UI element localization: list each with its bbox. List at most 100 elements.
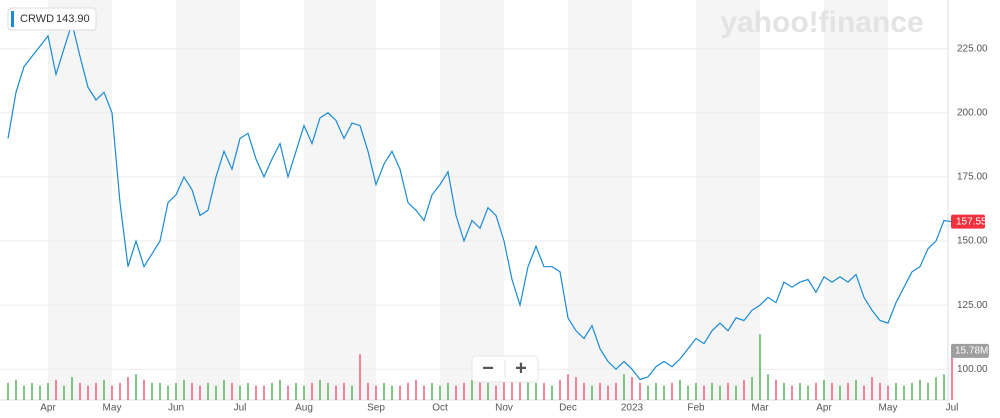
volume-bar (351, 385, 353, 400)
volume-bar (703, 385, 705, 400)
month-band (304, 0, 376, 400)
volume-bar (631, 377, 633, 400)
volume-bar (151, 382, 153, 400)
volume-bar (135, 374, 137, 400)
volume-bar (887, 385, 889, 400)
volume-bar (311, 382, 313, 400)
volume-bar (783, 382, 785, 400)
volume-bar (799, 382, 801, 400)
volume-bar (543, 382, 545, 400)
volume-bar (695, 382, 697, 400)
ticker-box (7, 7, 97, 31)
volume-bar (471, 380, 473, 400)
volume-bar (263, 385, 265, 400)
volume-bar (775, 380, 777, 400)
volume-bar (503, 380, 505, 400)
volume-bar (511, 377, 513, 400)
month-band (568, 0, 632, 400)
volume-bar (623, 374, 625, 400)
volume-bar (231, 382, 233, 400)
month-band (440, 0, 504, 400)
volume-bar (591, 385, 593, 400)
volume-bar (735, 385, 737, 400)
volume-bar (271, 382, 273, 400)
x-tick-label: 2023 (621, 403, 644, 414)
y-tick-label: 175.00 (957, 172, 988, 183)
volume-bar (111, 385, 113, 400)
ticker-name: CRWD (20, 13, 54, 25)
y-tick-label: 100.00 (957, 364, 988, 375)
volume-bar (15, 380, 17, 400)
volume-bar (863, 385, 865, 400)
x-tick-label: Apr (40, 403, 56, 414)
x-tick-label: Jun (168, 403, 184, 414)
volume-bar (871, 377, 873, 400)
volume-bar (807, 385, 809, 400)
volume-bar (927, 382, 929, 400)
volume-bar (767, 374, 769, 400)
x-tick-label: Jul (946, 403, 959, 414)
volume-bar (239, 385, 241, 400)
x-tick-label: May (103, 403, 122, 414)
volume-bar (743, 380, 745, 400)
volume-bar (319, 380, 321, 400)
volume-bar (191, 382, 193, 400)
volume-bar (359, 354, 361, 400)
volume-bar (647, 385, 649, 400)
volume-bar (855, 380, 857, 400)
volume-bar (847, 382, 849, 400)
y-tick-label: 200.00 (957, 107, 988, 118)
volume-bar (599, 382, 601, 400)
volume-bar (31, 382, 33, 400)
volume-bar (255, 385, 257, 400)
volume-bar (167, 385, 169, 400)
volume-bar (447, 382, 449, 400)
volume-bar (183, 380, 185, 400)
volume-bar (87, 385, 89, 400)
ticker-price: 143.90 (56, 13, 90, 25)
volume-tag (951, 343, 989, 358)
volume-bar (39, 385, 41, 400)
volume-bar (127, 377, 129, 400)
month-band (176, 0, 240, 400)
volume-bar (727, 382, 729, 400)
x-tick-label: Apr (816, 403, 832, 414)
volume-bar (383, 382, 385, 400)
ticker-swatch (11, 11, 14, 27)
volume-bar (399, 385, 401, 400)
volume-bar (103, 380, 105, 400)
zoom-out-button[interactable]: − (482, 357, 494, 379)
volume-bar (655, 382, 657, 400)
month-band (696, 0, 760, 400)
price-line (7, 20, 953, 381)
zoom-in-button[interactable]: + (515, 357, 527, 379)
volume-bar (815, 382, 817, 400)
volume-bar (559, 380, 561, 400)
x-tick-label: Feb (687, 403, 705, 414)
x-tick-label: Dec (559, 403, 577, 414)
volume-bar (95, 382, 97, 400)
y-tick-label: 150.00 (957, 236, 988, 247)
x-tick-label: Oct (432, 403, 448, 414)
volume-bar (823, 380, 825, 400)
volume-bar (327, 382, 329, 400)
volume-bar (583, 382, 585, 400)
volume-bar (303, 385, 305, 400)
volume-bar (367, 382, 369, 400)
volume-bar (431, 382, 433, 400)
volume-bar (615, 382, 617, 400)
volume-bar (527, 380, 529, 400)
volume-bar (23, 385, 25, 400)
volume-bar (223, 380, 225, 400)
volume-bar (439, 385, 441, 400)
volume-bar (943, 374, 945, 400)
volume-bar (895, 382, 897, 400)
volume-bar (759, 334, 761, 400)
volume-bar (831, 382, 833, 400)
volume-bar (423, 385, 425, 400)
volume-bar (159, 382, 161, 400)
volume-bar (55, 380, 57, 400)
volume-bar (215, 385, 217, 400)
volume-bar (903, 385, 905, 400)
volume-bar (687, 385, 689, 400)
